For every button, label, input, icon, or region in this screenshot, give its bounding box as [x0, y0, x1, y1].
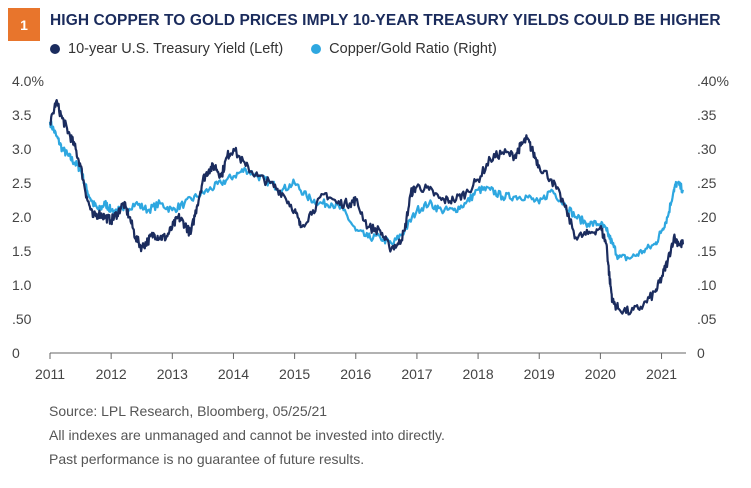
chart-title: HIGH COPPER TO GOLD PRICES IMPLY 10-YEAR…	[50, 12, 721, 29]
disclaimer-note: All indexes are unmanaged and cannot be …	[49, 427, 445, 443]
performance-note: Past performance is no guarantee of futu…	[49, 451, 365, 467]
y-right-tick-label: .40%	[697, 73, 729, 89]
y-left-tick-label: 2.5	[12, 175, 32, 191]
x-tick-label: 2019	[524, 366, 555, 382]
y-right-tick-label: .20	[697, 209, 717, 225]
y-left-tick-label: 4.0%	[12, 73, 44, 89]
y-left-tick-label: 3.5	[12, 107, 32, 123]
x-tick-label: 2013	[157, 366, 188, 382]
y-right-tick-label: .35	[697, 107, 717, 123]
legend-item-ratio: Copper/Gold Ratio (Right)	[311, 41, 497, 57]
y-left-tick-label: 1.5	[12, 243, 32, 259]
series-line-treasury-yield	[49, 99, 684, 316]
legend-label: Copper/Gold Ratio (Right)	[329, 41, 497, 57]
x-tick-label: 2014	[218, 366, 249, 382]
x-tick-label: 2018	[462, 366, 493, 382]
series-line-copper-gold-ratio	[48, 120, 684, 262]
figure-number-badge: 1	[8, 8, 40, 41]
x-tick-label: 2012	[96, 366, 127, 382]
x-tick-label: 2017	[401, 366, 432, 382]
x-tick-label: 2016	[340, 366, 371, 382]
legend-label: 10-year U.S. Treasury Yield (Left)	[68, 41, 284, 57]
y-left-tick-label: 1.0	[12, 277, 32, 293]
y-right-tick-label: .05	[697, 311, 717, 327]
y-left-tick-label: 3.0	[12, 141, 32, 157]
y-right-tick-label: .15	[697, 243, 717, 259]
x-tick-label: 2021	[646, 366, 677, 382]
y-right-tick-label: .25	[697, 175, 717, 191]
legend-item-treasury: 10-year U.S. Treasury Yield (Left)	[50, 41, 283, 57]
y-left-tick-label: 0	[12, 345, 20, 361]
x-tick-label: 2011	[35, 366, 65, 382]
y-right-tick-label: .30	[697, 141, 717, 157]
y-right-tick-label: 0	[697, 345, 705, 361]
y-left-tick-label: 2.0	[12, 209, 32, 225]
y-right-tick-label: .10	[697, 277, 717, 293]
legend-dot-icon	[50, 44, 60, 54]
x-tick-label: 2020	[585, 366, 616, 382]
y-left-tick-label: .50	[12, 311, 32, 327]
source-note: Source: LPL Research, Bloomberg, 05/25/2…	[49, 403, 328, 419]
legend: 10-year U.S. Treasury Yield (Left) Coppe…	[50, 41, 497, 57]
legend-dot-icon	[311, 44, 322, 54]
x-tick-label: 2015	[279, 366, 310, 382]
